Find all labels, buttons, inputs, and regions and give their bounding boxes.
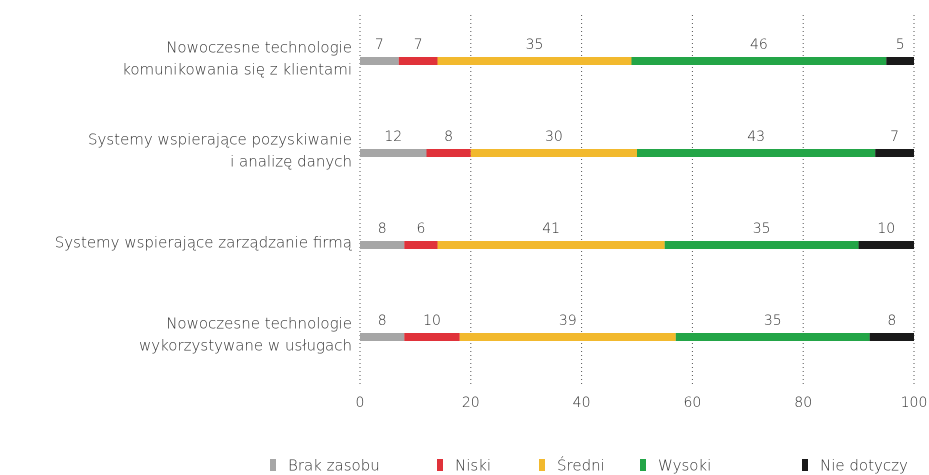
bar-segment [637,149,876,157]
value-label: 7 [414,37,423,53]
bar-segment [360,149,427,157]
bar-segment [360,57,399,65]
bar-segment [437,57,632,65]
legend-swatch [270,459,276,471]
category-label: Nowoczesne technologie [166,39,352,57]
value-label: 41 [542,221,560,237]
category-label: Nowoczesne technologie [166,315,352,333]
legend-label: Średni [557,456,605,475]
bar-segment [459,333,676,341]
value-label: 35 [764,313,782,329]
value-label: 35 [753,221,771,237]
value-label: 6 [416,221,425,237]
value-label: 7 [375,37,384,53]
bar-segment [858,241,914,249]
legend-label: Wysoki [658,457,711,475]
value-label: 8 [444,129,453,145]
value-label: 8 [378,313,387,329]
value-label: 43 [747,129,765,145]
value-label: 5 [896,37,905,53]
bar-segment [398,57,438,65]
x-tick-label: 60 [683,395,701,411]
value-label: 12 [384,129,402,145]
bar-segment [869,333,914,341]
value-label: 35 [526,37,544,53]
value-label: 8 [378,221,387,237]
value-label: 8 [887,313,896,329]
value-label: 10 [877,221,895,237]
legend-label: Nie dotyczy [820,457,908,475]
x-tick-label: 40 [573,395,591,411]
x-tick-label: 0 [356,395,365,411]
bar-segment [470,149,637,157]
legend-label: Brak zasobu [288,457,380,475]
bar-segment [404,333,460,341]
bar-segment [875,149,914,157]
legend-swatch [539,459,545,471]
value-label: 7 [890,129,899,145]
bar-segment [675,333,870,341]
bar-segment [404,241,438,249]
value-label: 30 [545,129,563,145]
category-label: Systemy wspierające pozyskiwanie [88,131,352,149]
legend-swatch [437,459,443,471]
x-tick-label: 80 [794,395,812,411]
bar-segment [664,241,859,249]
category-label: Systemy wspierające zarządzanie firmą [55,234,353,252]
category-label: wykorzystywane w usługach [139,337,352,355]
legend-swatch [802,459,808,471]
value-label: 39 [559,313,577,329]
x-tick-label: 100 [901,395,928,411]
category-label: komunikowania się z klientami [122,61,352,79]
bar-segment [886,57,914,65]
legend-swatch [640,459,646,471]
bar-segment [437,241,665,249]
value-label: 10 [423,313,441,329]
bar-segment [631,57,887,65]
category-label: i analizę danych [230,153,352,171]
legend-label: Niski [455,457,491,475]
value-label: 46 [750,37,768,53]
bar-segment [426,149,471,157]
bar-segment [360,241,405,249]
bar-segment [360,333,405,341]
x-tick-label: 20 [462,395,480,411]
